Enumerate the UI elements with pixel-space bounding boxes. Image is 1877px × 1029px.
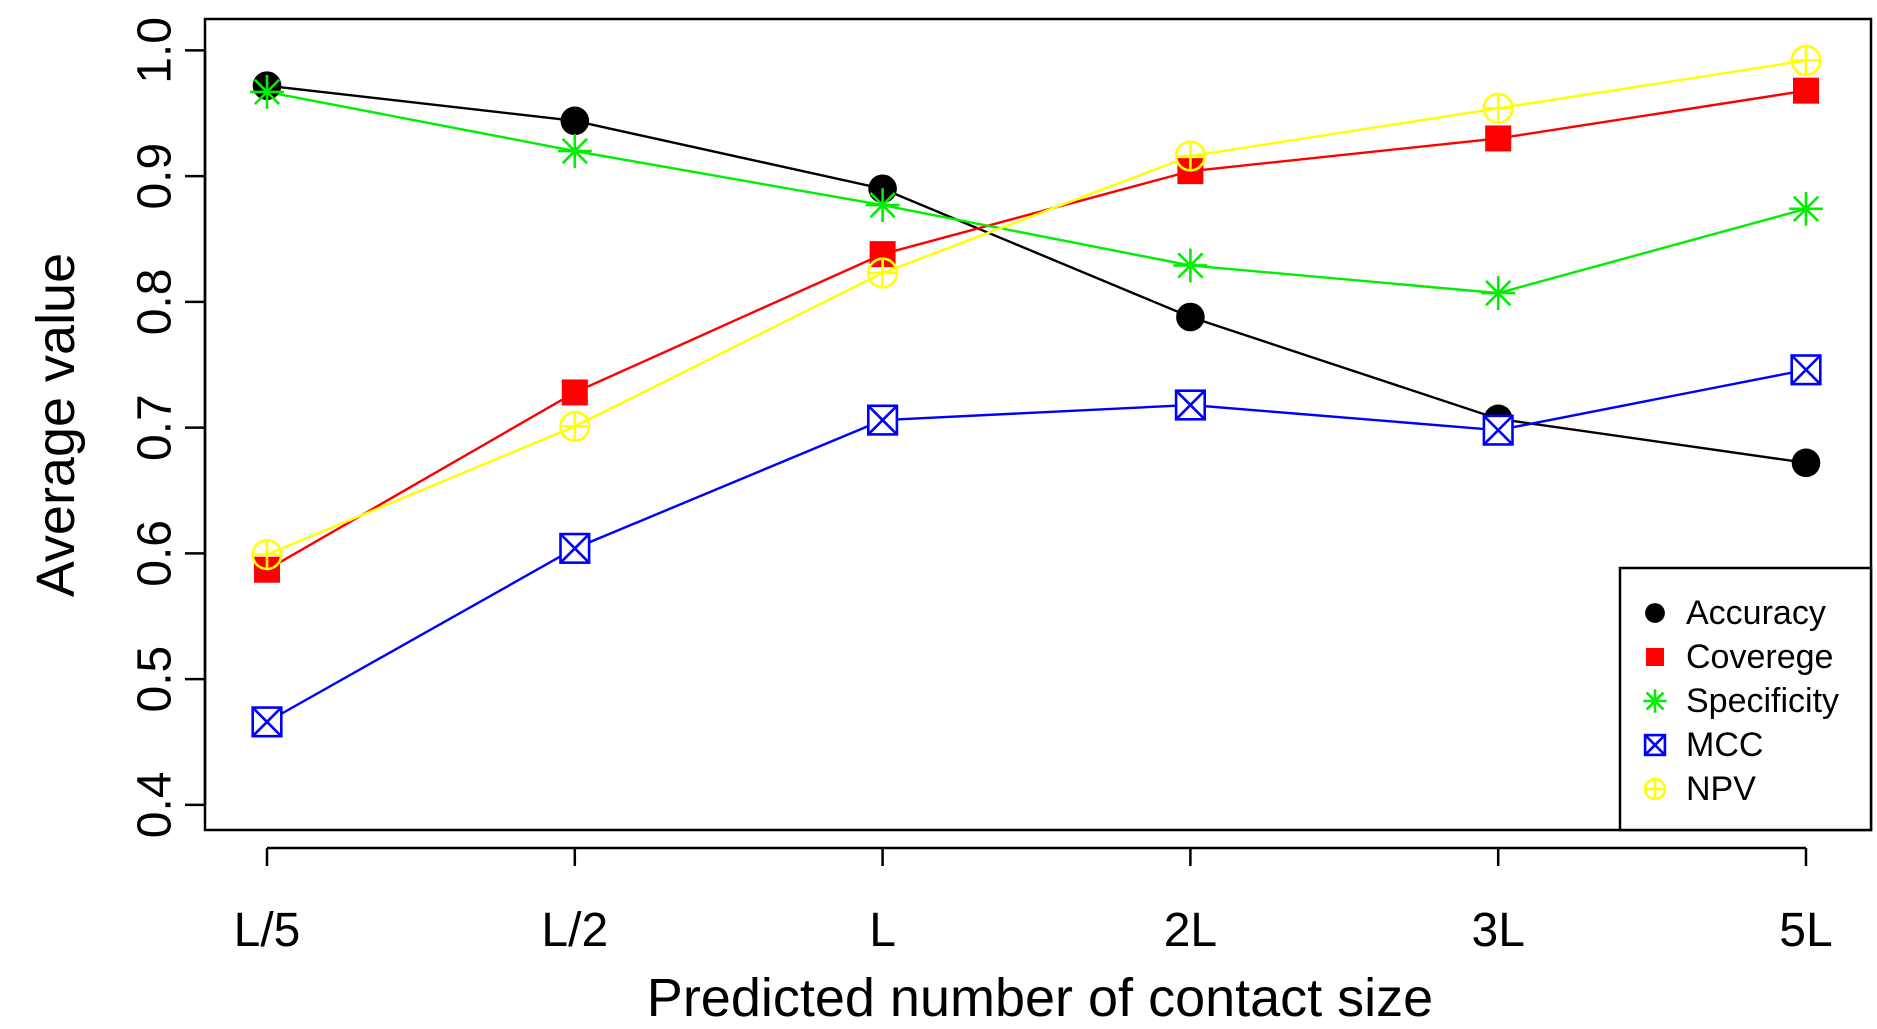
data-point-specificity	[557, 134, 592, 168]
marker-stroke	[253, 78, 281, 106]
series-markers	[250, 44, 1823, 738]
y-tick-label: 0.6	[129, 520, 182, 587]
marker-stroke	[1792, 195, 1820, 222]
legend-label-specificity: Specificity	[1686, 682, 1839, 720]
data-point-mcc	[251, 706, 283, 738]
data-point-coverege	[561, 379, 588, 406]
marker-stroke	[867, 404, 898, 436]
data-point-npv	[1482, 92, 1514, 124]
legend-marker-npv	[1643, 777, 1667, 801]
series-points-npv	[251, 44, 1822, 571]
series-lines	[266, 59, 1807, 723]
marker-stroke	[1175, 389, 1206, 421]
marker-shape	[560, 106, 590, 136]
data-point-npv	[251, 539, 283, 571]
y-tick-label: 1.0	[129, 17, 182, 84]
legend-marker-coverege	[1646, 648, 1664, 666]
data-point-specificity	[1789, 191, 1823, 226]
x-tick-label: L/5	[234, 904, 301, 957]
marker-stroke	[1645, 691, 1665, 711]
data-point-mcc	[559, 532, 591, 564]
marker-stroke	[559, 533, 591, 564]
data-point-accuracy	[1176, 302, 1205, 332]
series-line-accuracy	[266, 84, 1807, 465]
x-axis: L/5 L/2 L 2L 3L 5L	[234, 846, 1833, 957]
data-point-coverege	[1793, 77, 1819, 104]
legend-item-mcc: MCC	[1643, 726, 1763, 764]
marker-stroke	[1482, 414, 1514, 446]
marker-shape	[1646, 648, 1664, 666]
y-tick-label: 0.8	[129, 269, 182, 336]
data-point-npv	[559, 410, 591, 442]
y-tick-label: 0.7	[129, 394, 182, 461]
marker-stroke	[869, 192, 896, 219]
marker-stroke	[1790, 354, 1822, 386]
series-points-coverege	[254, 77, 1819, 583]
series-line-coverege	[266, 89, 1807, 571]
data-point-specificity	[865, 188, 900, 222]
series-line-mcc	[266, 368, 1807, 723]
legend-marker-mcc	[1643, 733, 1667, 757]
legend-item-accuracy: Accuracy	[1645, 594, 1826, 632]
legend-marker-accuracy	[1645, 603, 1665, 623]
marker-shape	[1176, 302, 1205, 332]
marker-shape	[1645, 603, 1665, 623]
legend-label-accuracy: Accuracy	[1686, 594, 1826, 632]
x-tick-label: 3L	[1472, 904, 1525, 957]
x-tick-label: 2L	[1164, 904, 1217, 957]
y-tick-label: 0.5	[129, 646, 182, 713]
y-tick-label: 0.4	[129, 771, 182, 838]
marker-stroke	[1485, 280, 1512, 307]
data-point-accuracy	[1791, 448, 1821, 478]
series-points-accuracy	[252, 71, 1821, 478]
marker-shape	[1791, 448, 1821, 478]
x-tick-label: 5L	[1779, 904, 1832, 957]
legend-item-coverege: Coverege	[1646, 638, 1833, 676]
series-line-npv	[266, 59, 1807, 556]
data-point-npv	[1174, 140, 1206, 172]
marker-stroke	[1177, 252, 1204, 279]
marker-stroke	[1644, 734, 1666, 756]
data-point-npv	[1790, 44, 1822, 77]
data-point-mcc	[1482, 414, 1514, 446]
series-points-mcc	[251, 354, 1822, 738]
data-point-accuracy	[560, 106, 590, 136]
data-point-mcc	[1790, 354, 1822, 386]
legend-label-npv: NPV	[1686, 770, 1756, 808]
data-point-specificity	[250, 75, 284, 109]
legend-label-coverege: Coverege	[1686, 638, 1833, 676]
data-point-specificity	[1173, 248, 1208, 283]
data-point-coverege	[1485, 125, 1512, 152]
legend-item-specificity: Specificity	[1643, 682, 1839, 720]
series-line-specificity	[266, 90, 1807, 295]
legend-marker-specificity	[1643, 689, 1667, 713]
legend: Accuracy Coverege Specificity MCC NPV	[1618, 566, 1873, 832]
y-tick-label: 0.9	[129, 143, 182, 210]
series-points-specificity	[250, 75, 1823, 311]
x-tick-label: L	[869, 904, 896, 957]
data-point-npv	[866, 257, 899, 289]
x-tick-label: L/2	[541, 904, 608, 957]
x-axis-title: Predicted number of contact size	[647, 968, 1433, 1028]
data-point-mcc	[1174, 389, 1206, 421]
y-axis-title: Average value	[26, 253, 86, 597]
marker-stroke	[561, 137, 588, 165]
marker-shape	[1485, 125, 1512, 152]
y-axis: 0.4 0.5 0.6 0.7 0.8 0.9 1.0	[129, 17, 207, 838]
data-point-specificity	[1481, 276, 1516, 311]
marker-shape	[1793, 77, 1819, 104]
legend-label-mcc: MCC	[1686, 726, 1763, 764]
legend-item-npv: NPV	[1643, 770, 1756, 808]
marker-stroke	[251, 706, 283, 738]
marker-shape	[561, 379, 588, 406]
data-point-mcc	[866, 404, 899, 436]
